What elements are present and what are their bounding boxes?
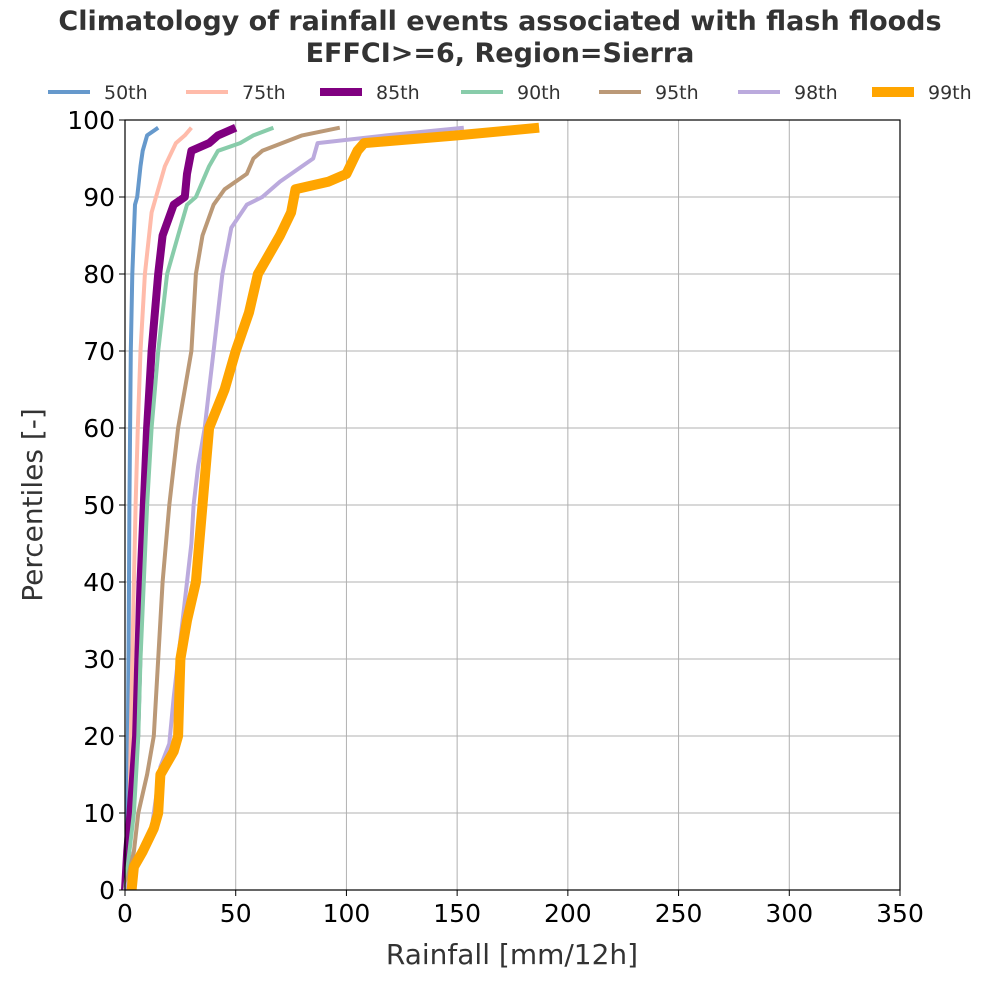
legend: 50th 75th 85th 90th 95th 98th 99th [48,82,972,104]
chart-subtitle: EFFCI>=6, Region=Sierra [305,38,695,69]
y-tick-label: 80 [83,260,115,289]
x-tick-label: 0 [117,899,133,928]
y-tick-label: 70 [83,337,115,366]
x-tick-label: 150 [433,899,481,928]
x-tick-label: 250 [655,899,703,928]
grid-lines [124,119,901,891]
x-axis-label: Rainfall [mm/12h] [386,938,638,971]
legend-label-95th: 95th [655,82,699,104]
series-line-95th [123,125,341,891]
x-tick-label: 300 [765,899,813,928]
legend-label-85th: 85th [376,82,420,104]
x-tick-label: 50 [220,899,252,928]
chart-title: Climatology of rainfall events associate… [58,6,942,37]
y-tick-label: 60 [83,414,115,443]
y-tick-label: 100 [67,106,115,135]
axis-ticks: 0 50 100 150 200 250 300 350 0 10 20 30 40 50 60 70 80 90… [67,106,924,928]
y-tick-label: 10 [83,799,115,828]
legend-label-98th: 98th [794,82,838,104]
y-axis-label: Percentiles [-] [16,408,49,602]
y-tick-label: 20 [83,722,115,751]
series-lines [121,122,540,891]
legend-label-90th: 90th [517,82,561,104]
legend-label-75th: 75th [242,82,286,104]
legend-label-99th: 99th [928,82,972,104]
x-tick-label: 350 [876,899,924,928]
y-tick-label: 90 [83,183,115,212]
y-tick-label: 0 [99,876,115,905]
y-tick-label: 30 [83,645,115,674]
legend-label-50th: 50th [104,82,148,104]
y-tick-label: 50 [83,491,115,520]
x-tick-label: 200 [544,899,592,928]
y-tick-label: 40 [83,568,115,597]
series-line-85th [121,124,238,891]
series-line-50th [123,126,160,891]
series-line-99th [126,122,540,891]
series-line-90th [123,125,275,891]
x-tick-label: 100 [323,899,371,928]
